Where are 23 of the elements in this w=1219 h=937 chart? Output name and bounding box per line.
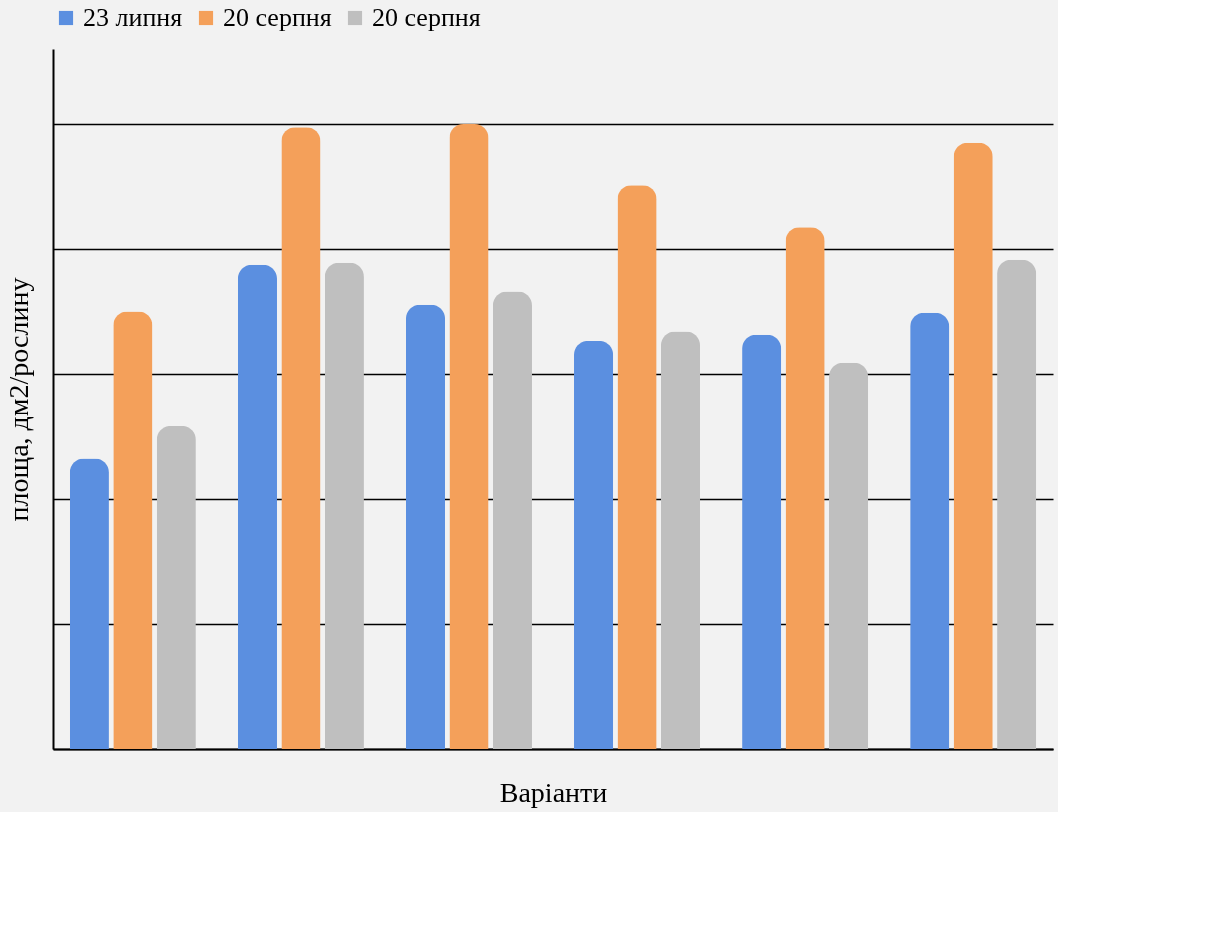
bar bbox=[324, 262, 364, 749]
bar bbox=[492, 291, 532, 749]
y-axis-title: площа, дм2/рослину bbox=[2, 277, 34, 522]
bar bbox=[742, 334, 782, 749]
bar bbox=[69, 458, 109, 749]
x-axis-title: Варіанти bbox=[499, 776, 608, 808]
bar bbox=[405, 304, 446, 749]
bar bbox=[617, 185, 657, 749]
bar bbox=[113, 311, 153, 749]
bar bbox=[449, 124, 489, 749]
legend-label: 20 серпня bbox=[223, 3, 332, 32]
bar bbox=[281, 127, 321, 749]
bar bbox=[953, 142, 993, 749]
bar bbox=[997, 259, 1037, 749]
legend-label: 20 серпня bbox=[372, 3, 481, 32]
bar bbox=[829, 362, 869, 749]
bar bbox=[910, 312, 950, 749]
legend-label: 23 липня bbox=[83, 3, 183, 32]
bar bbox=[156, 425, 196, 749]
bar bbox=[660, 331, 701, 749]
bar bbox=[574, 340, 614, 749]
bar bbox=[785, 227, 825, 749]
bar bbox=[237, 264, 277, 749]
